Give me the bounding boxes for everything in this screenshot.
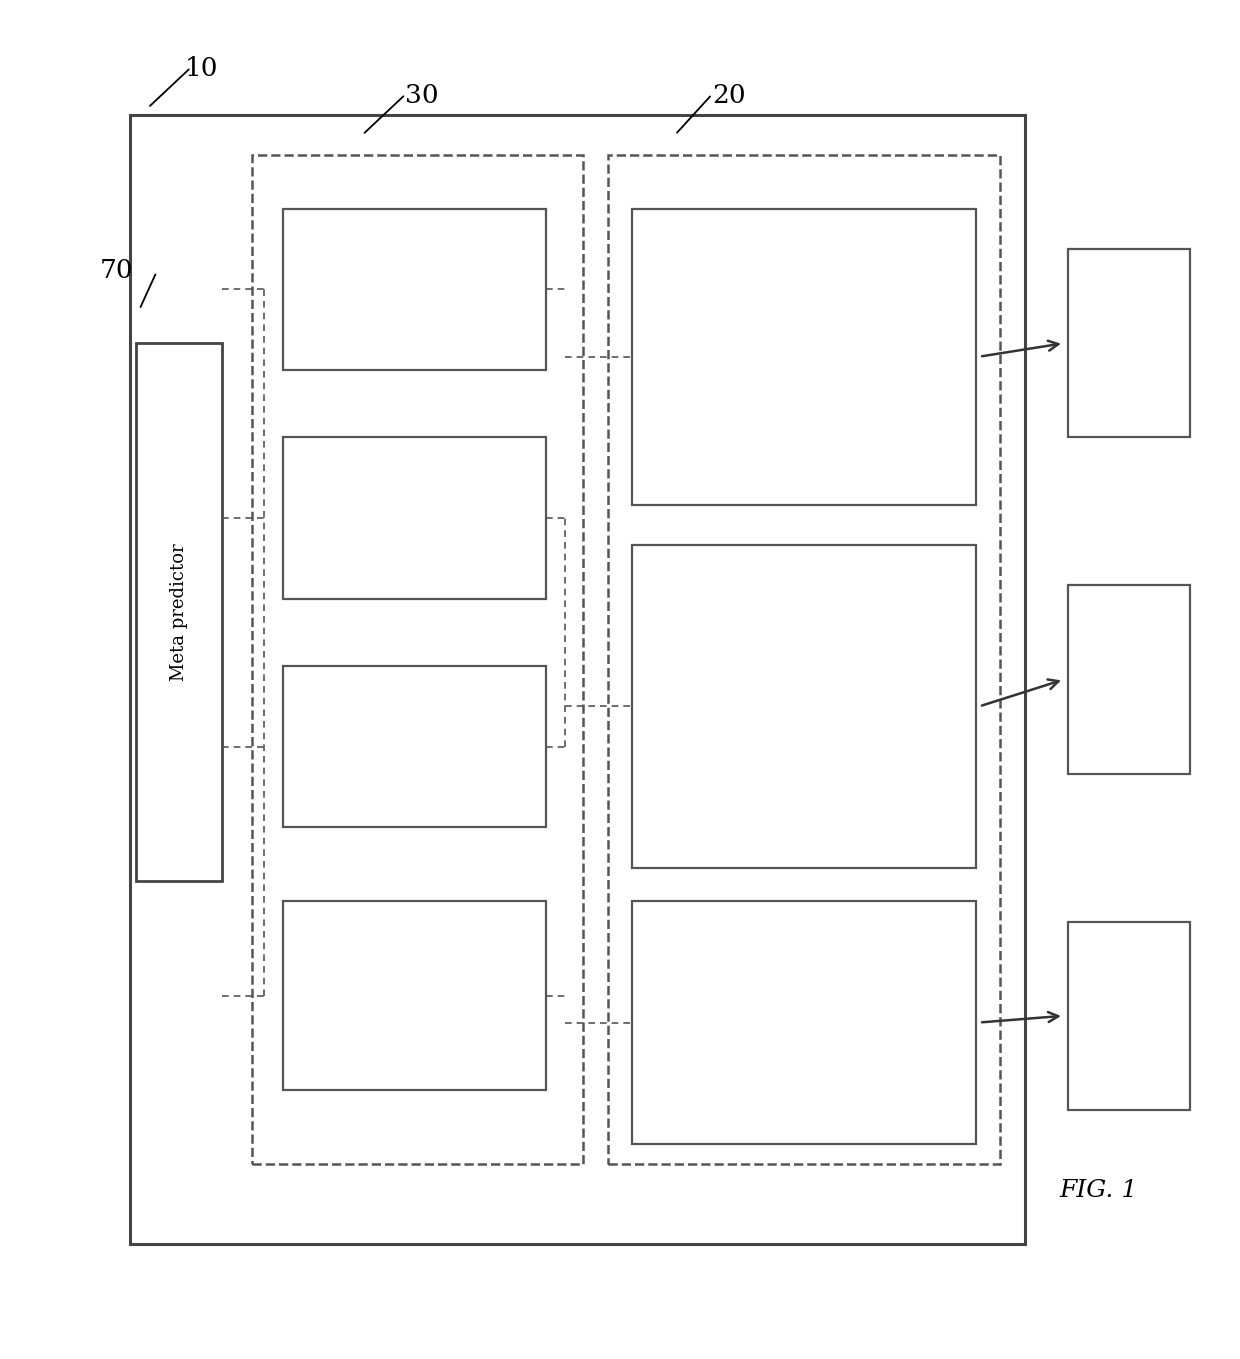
Text: Rule-
based
graph: Rule- based graph (775, 328, 833, 386)
Text: Open
data: Open data (1105, 660, 1153, 699)
Bar (632, 209, 976, 504)
Text: Patient
data: Patient data (1096, 996, 1161, 1036)
Bar (129, 114, 1024, 1245)
Text: 60: 60 (941, 472, 970, 493)
Bar (283, 438, 547, 599)
Text: P10: P10 (391, 984, 439, 1007)
Bar (283, 209, 547, 370)
Bar (632, 545, 976, 868)
Bar (1068, 921, 1190, 1110)
Text: 50: 50 (941, 834, 970, 858)
Text: 70: 70 (99, 258, 133, 283)
Bar (252, 155, 583, 1163)
Text: Expert
knowledge: Expert knowledge (1079, 323, 1178, 363)
Text: 10: 10 (185, 56, 218, 82)
Text: 20: 20 (712, 83, 745, 107)
Bar (1068, 249, 1190, 438)
Bar (283, 901, 547, 1090)
Text: P20: P20 (391, 735, 439, 758)
Text: Medical
knowledge
graph: Medical knowledge graph (750, 677, 858, 737)
Bar (608, 155, 1001, 1163)
Text: PCO: PCO (781, 1014, 826, 1031)
Text: 40: 40 (941, 1110, 970, 1133)
Bar (283, 666, 547, 828)
Text: P40: P40 (391, 279, 439, 300)
Text: 30: 30 (405, 83, 439, 107)
Bar (1068, 586, 1190, 773)
Bar (135, 344, 222, 881)
Text: Meta predictor: Meta predictor (170, 544, 187, 681)
Text: FIG. 1: FIG. 1 (1059, 1180, 1137, 1203)
Bar (632, 901, 976, 1143)
Text: P30: P30 (391, 507, 439, 530)
